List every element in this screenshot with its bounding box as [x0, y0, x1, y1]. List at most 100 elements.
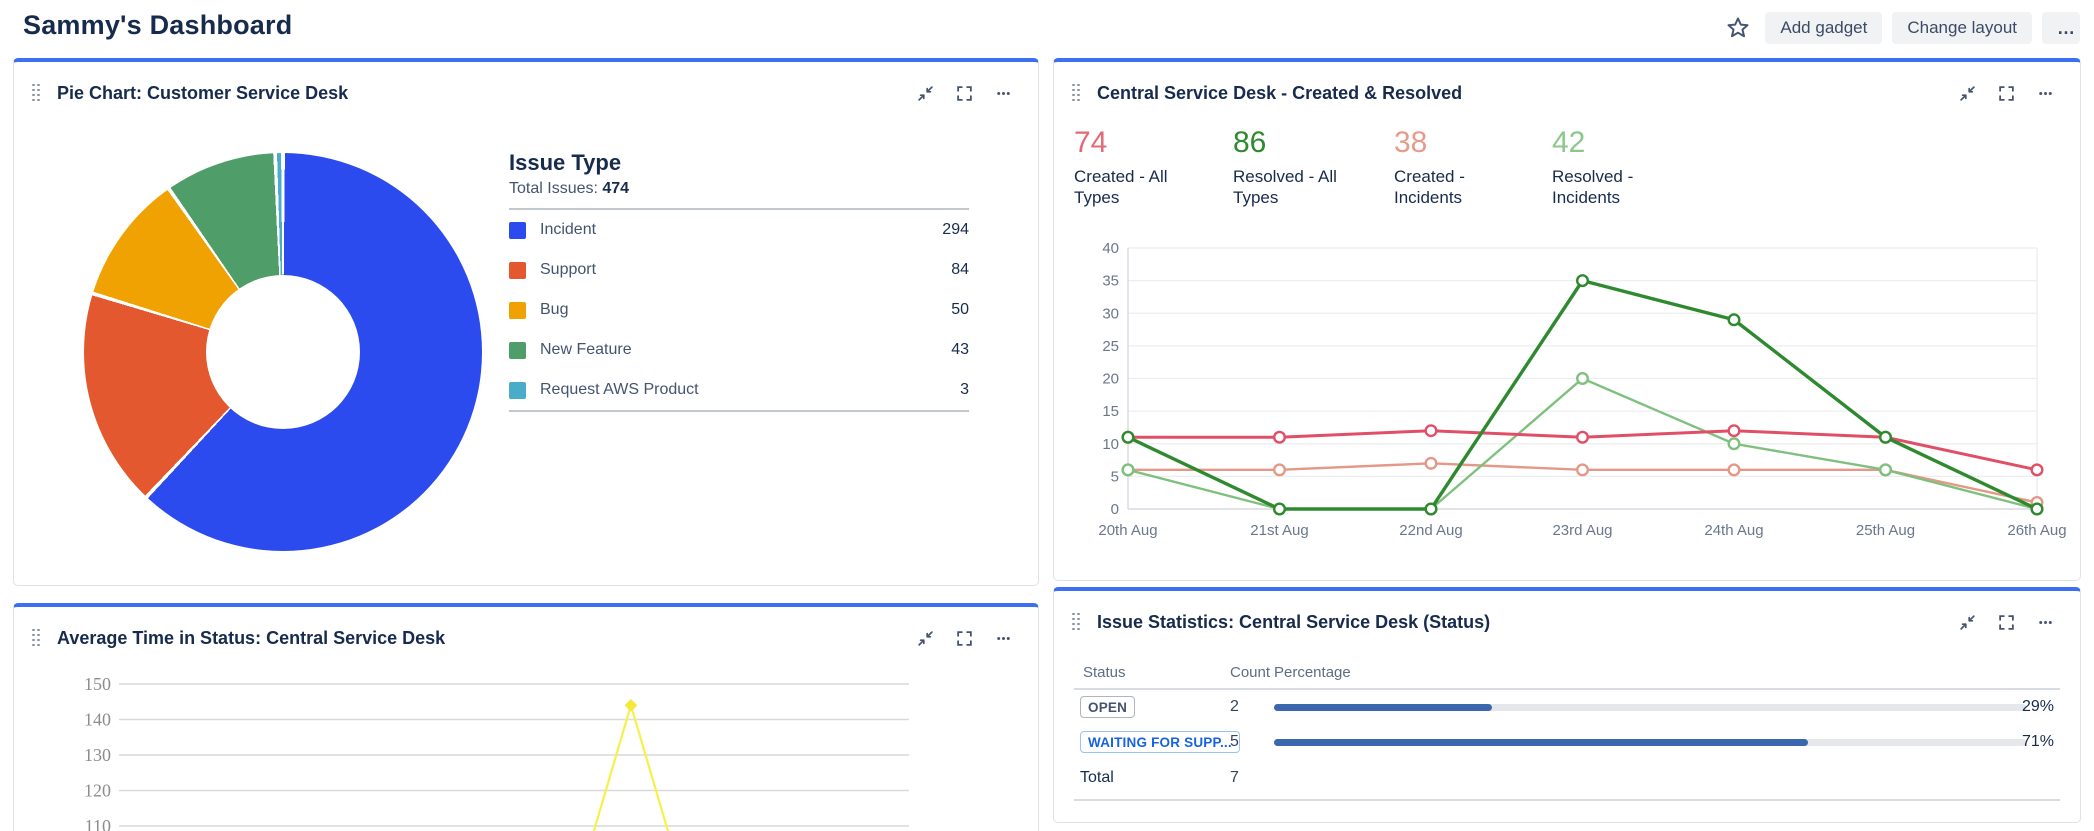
gadget-more-icon[interactable] — [2037, 85, 2054, 102]
percentage-label: 29% — [2021, 698, 2054, 715]
stat-label: Resolved - All Types — [1233, 167, 1337, 207]
y-tick-label: 110 — [85, 816, 111, 831]
legend-label[interactable]: Incident — [540, 221, 597, 238]
divider — [1074, 688, 2060, 690]
gadget-header: Average Time in Status: Central Service … — [14, 607, 1038, 659]
data-point — [1576, 274, 1590, 288]
data-point — [1727, 424, 1741, 438]
y-tick-label: 120 — [84, 781, 111, 801]
fullscreen-icon[interactable] — [956, 85, 973, 102]
gadget-title: Pie Chart: Customer Service Desk — [57, 82, 349, 103]
percentage-label: 71% — [2021, 733, 2054, 750]
status-badge[interactable]: WAITING FOR SUPP... — [1080, 731, 1240, 753]
legend-title: Issue Type — [509, 150, 622, 175]
data-point — [1727, 313, 1741, 327]
favorite-star-icon[interactable] — [1721, 11, 1755, 45]
legend-swatch — [509, 221, 526, 239]
legend-value: 50 — [951, 301, 969, 318]
legend-label[interactable]: Bug — [540, 301, 569, 318]
stat-label: Resolved - Incidents — [1552, 167, 1634, 207]
x-tick-label: 22nd Aug — [1399, 522, 1462, 539]
data-point — [1576, 371, 1590, 385]
fullscreen-icon[interactable] — [1998, 614, 2015, 631]
drag-handle-icon[interactable] — [1070, 82, 1083, 105]
stat-card: 42 Resolved - Incidents — [1552, 126, 1702, 208]
data-point — [1121, 430, 1135, 444]
y-tick-label: 0 — [1111, 501, 1119, 518]
collapse-icon[interactable] — [917, 85, 934, 102]
dashboard-more-button[interactable]: … — [2042, 12, 2080, 44]
status-badge[interactable]: OPEN — [1080, 696, 1136, 718]
y-tick-label: 5 — [1111, 468, 1119, 485]
fullscreen-icon[interactable] — [956, 630, 973, 647]
y-tick-label: 10 — [1102, 436, 1119, 453]
gadget-header: Central Service Desk - Created & Resolve… — [1054, 62, 2080, 114]
legend-row[interactable]: Incident 294 — [509, 210, 969, 250]
y-tick-label: 15 — [1102, 403, 1119, 420]
gadget-header: Issue Statistics: Central Service Desk (… — [1054, 591, 2080, 643]
gadget-issue-statistics: Issue Statistics: Central Service Desk (… — [1053, 587, 2081, 823]
x-tick-label: 21st Aug — [1250, 522, 1308, 539]
y-tick-label: 20 — [1102, 371, 1119, 388]
data-point — [1424, 456, 1438, 470]
legend-label[interactable]: Support — [540, 261, 597, 278]
percentage-bar — [1274, 739, 2026, 746]
column-header: Percentage — [1274, 664, 1351, 681]
data-point — [1272, 502, 1286, 516]
data-point — [1576, 463, 1590, 477]
y-tick-label: 40 — [1102, 240, 1119, 257]
legend-row[interactable]: Support 84 — [509, 250, 969, 290]
gadget-more-icon[interactable] — [995, 85, 1012, 102]
percentage-bar-fill — [1274, 704, 1493, 711]
stat-label: Created - All Types — [1074, 167, 1168, 207]
gadget-title: Central Service Desk - Created & Resolve… — [1097, 82, 1463, 103]
gadget-title: Issue Statistics: Central Service Desk (… — [1097, 611, 1491, 632]
data-point — [1879, 463, 1893, 477]
data-point — [1727, 437, 1741, 451]
column-header: Count — [1230, 664, 1271, 681]
dashboard-toolbar: Add gadget Change layout … — [1721, 11, 2080, 45]
add-gadget-button[interactable]: Add gadget — [1765, 12, 1883, 44]
status-count: 5 — [1230, 733, 1239, 750]
collapse-icon[interactable] — [917, 630, 934, 647]
data-point — [1272, 430, 1286, 444]
legend-row[interactable]: New Feature 43 — [509, 330, 969, 370]
legend-row[interactable]: Request AWS Product 3 — [509, 370, 969, 410]
x-tick-label: 25th Aug — [1856, 522, 1915, 539]
change-layout-button[interactable]: Change layout — [1892, 12, 2032, 44]
stat-value: 38 — [1394, 126, 1428, 159]
legend-label[interactable]: Request AWS Product — [540, 381, 699, 398]
gadget-created-resolved: Central Service Desk - Created & Resolve… — [1053, 58, 2081, 581]
peak-marker — [624, 698, 638, 712]
page-title: Sammy's Dashboard — [23, 10, 293, 40]
divider — [1074, 799, 2060, 801]
drag-handle-icon[interactable] — [30, 627, 43, 650]
data-point — [2030, 463, 2044, 477]
avg-time-line-chart: 150 140 130 120 110 — [84, 674, 909, 831]
drag-handle-icon[interactable] — [1070, 611, 1083, 634]
gadget-more-icon[interactable] — [995, 630, 1012, 647]
x-tick-label: 24th Aug — [1704, 522, 1763, 539]
gadget-title: Average Time in Status: Central Service … — [57, 627, 446, 648]
stat-value: 74 — [1074, 126, 1108, 159]
collapse-icon[interactable] — [1959, 614, 1976, 631]
legend-row[interactable]: Bug 50 — [509, 290, 969, 330]
collapse-icon[interactable] — [1959, 85, 1976, 102]
y-tick-label: 140 — [84, 710, 111, 730]
status-row: WAITING FOR SUPP... 5 71% — [1054, 729, 2080, 759]
percentage-bar — [1274, 704, 2026, 711]
data-point — [1121, 463, 1135, 477]
column-header: Status — [1083, 664, 1126, 681]
y-tick-label: 150 — [84, 674, 111, 694]
fullscreen-icon[interactable] — [1998, 85, 2015, 102]
legend-value: 43 — [951, 341, 969, 358]
gadget-more-icon[interactable] — [2037, 614, 2054, 631]
data-point — [1727, 463, 1741, 477]
drag-handle-icon[interactable] — [30, 82, 43, 105]
issue-type-donut-chart[interactable] — [84, 153, 482, 551]
legend-label[interactable]: New Feature — [540, 341, 632, 358]
data-point — [1272, 463, 1286, 477]
stat-card: 74 Created - All Types — [1074, 126, 1224, 208]
series-line — [592, 701, 670, 831]
